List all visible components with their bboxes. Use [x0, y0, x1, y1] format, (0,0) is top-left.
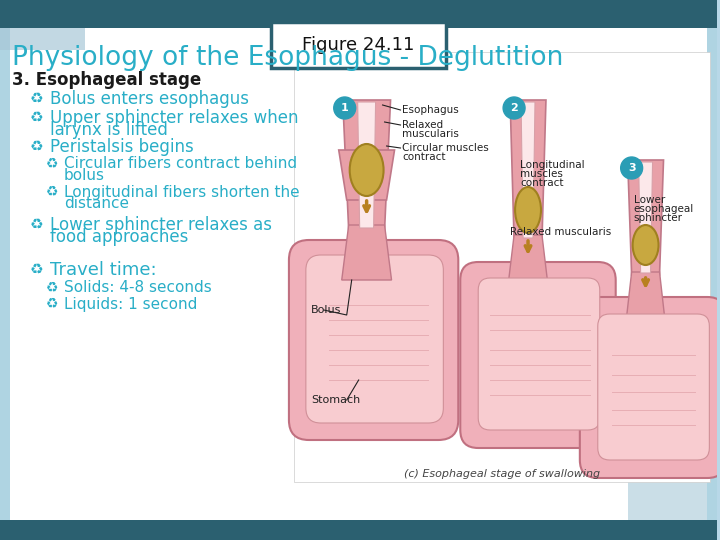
Text: esophageal: esophageal: [634, 204, 694, 214]
FancyBboxPatch shape: [0, 0, 717, 28]
Polygon shape: [358, 102, 376, 228]
Text: Lower: Lower: [634, 195, 665, 205]
FancyBboxPatch shape: [580, 297, 720, 478]
FancyBboxPatch shape: [0, 520, 717, 540]
Text: contract: contract: [520, 178, 564, 188]
Text: distance: distance: [64, 197, 129, 212]
Text: ♻: ♻: [46, 297, 58, 311]
Text: Liquids: 1 second: Liquids: 1 second: [64, 296, 197, 312]
Text: ♻: ♻: [46, 157, 58, 171]
Text: food approaches: food approaches: [50, 228, 188, 246]
Text: 1: 1: [341, 103, 348, 113]
Circle shape: [334, 97, 356, 119]
Text: Physiology of the Esophagus - Deglutition: Physiology of the Esophagus - Deglutitio…: [12, 45, 563, 71]
Text: Circular fibers contract behind: Circular fibers contract behind: [64, 157, 297, 172]
FancyBboxPatch shape: [628, 470, 707, 520]
FancyBboxPatch shape: [460, 262, 616, 448]
Ellipse shape: [633, 225, 659, 265]
Circle shape: [503, 97, 525, 119]
Text: Longitudinal: Longitudinal: [520, 160, 585, 170]
FancyBboxPatch shape: [306, 255, 444, 423]
Polygon shape: [639, 162, 652, 273]
Text: Relaxed muscularis: Relaxed muscularis: [510, 227, 611, 237]
Ellipse shape: [350, 144, 384, 196]
FancyBboxPatch shape: [0, 22, 10, 520]
Text: Lower sphincter relaxes as: Lower sphincter relaxes as: [50, 216, 272, 234]
Text: 3. Esophageal stage: 3. Esophageal stage: [12, 71, 201, 89]
FancyBboxPatch shape: [707, 22, 717, 520]
Ellipse shape: [515, 187, 541, 233]
FancyBboxPatch shape: [478, 278, 600, 430]
Circle shape: [621, 157, 643, 179]
Polygon shape: [626, 272, 665, 325]
FancyBboxPatch shape: [271, 22, 446, 68]
FancyBboxPatch shape: [598, 314, 709, 460]
Text: Peristalsis begins: Peristalsis begins: [50, 138, 194, 156]
Text: 3: 3: [628, 163, 636, 173]
Text: bolus: bolus: [64, 168, 105, 184]
Text: ♻: ♻: [30, 139, 43, 154]
Polygon shape: [342, 225, 392, 280]
Text: ♻: ♻: [30, 262, 43, 278]
FancyBboxPatch shape: [0, 28, 85, 50]
Text: Bolus enters esophagus: Bolus enters esophagus: [50, 90, 249, 108]
Text: Circular muscles: Circular muscles: [402, 143, 490, 153]
Text: contract: contract: [402, 152, 446, 162]
FancyBboxPatch shape: [0, 22, 717, 520]
Text: ♻: ♻: [30, 91, 43, 106]
Text: ♻: ♻: [30, 111, 43, 125]
Polygon shape: [338, 150, 395, 200]
Text: Relaxed: Relaxed: [402, 120, 444, 130]
Text: Stomach: Stomach: [311, 395, 360, 405]
Polygon shape: [510, 100, 546, 240]
Polygon shape: [508, 235, 548, 285]
Text: Solids: 4-8 seconds: Solids: 4-8 seconds: [64, 280, 212, 295]
Text: ♻: ♻: [30, 218, 43, 233]
Text: Travel time:: Travel time:: [50, 261, 156, 279]
Text: Upper sphincter relaxes when: Upper sphincter relaxes when: [50, 109, 298, 127]
Text: larynx is lifted: larynx is lifted: [50, 121, 168, 139]
Text: Bolus: Bolus: [311, 305, 341, 315]
Text: muscularis: muscularis: [402, 129, 459, 139]
Text: sphincter: sphincter: [634, 213, 683, 223]
FancyBboxPatch shape: [294, 52, 711, 482]
Polygon shape: [521, 102, 535, 238]
Polygon shape: [343, 100, 390, 230]
FancyBboxPatch shape: [289, 240, 459, 440]
Text: Longitudinal fibers shorten the: Longitudinal fibers shorten the: [64, 185, 300, 199]
Text: ♻: ♻: [46, 281, 58, 295]
Text: ♻: ♻: [46, 185, 58, 199]
Text: Figure 24.11: Figure 24.11: [302, 36, 415, 54]
Text: Esophagus: Esophagus: [402, 105, 459, 115]
Text: 2: 2: [510, 103, 518, 113]
Polygon shape: [628, 160, 664, 275]
Text: muscles: muscles: [520, 169, 563, 179]
Text: (c) Esophageal stage of swallowing: (c) Esophageal stage of swallowing: [404, 469, 600, 479]
